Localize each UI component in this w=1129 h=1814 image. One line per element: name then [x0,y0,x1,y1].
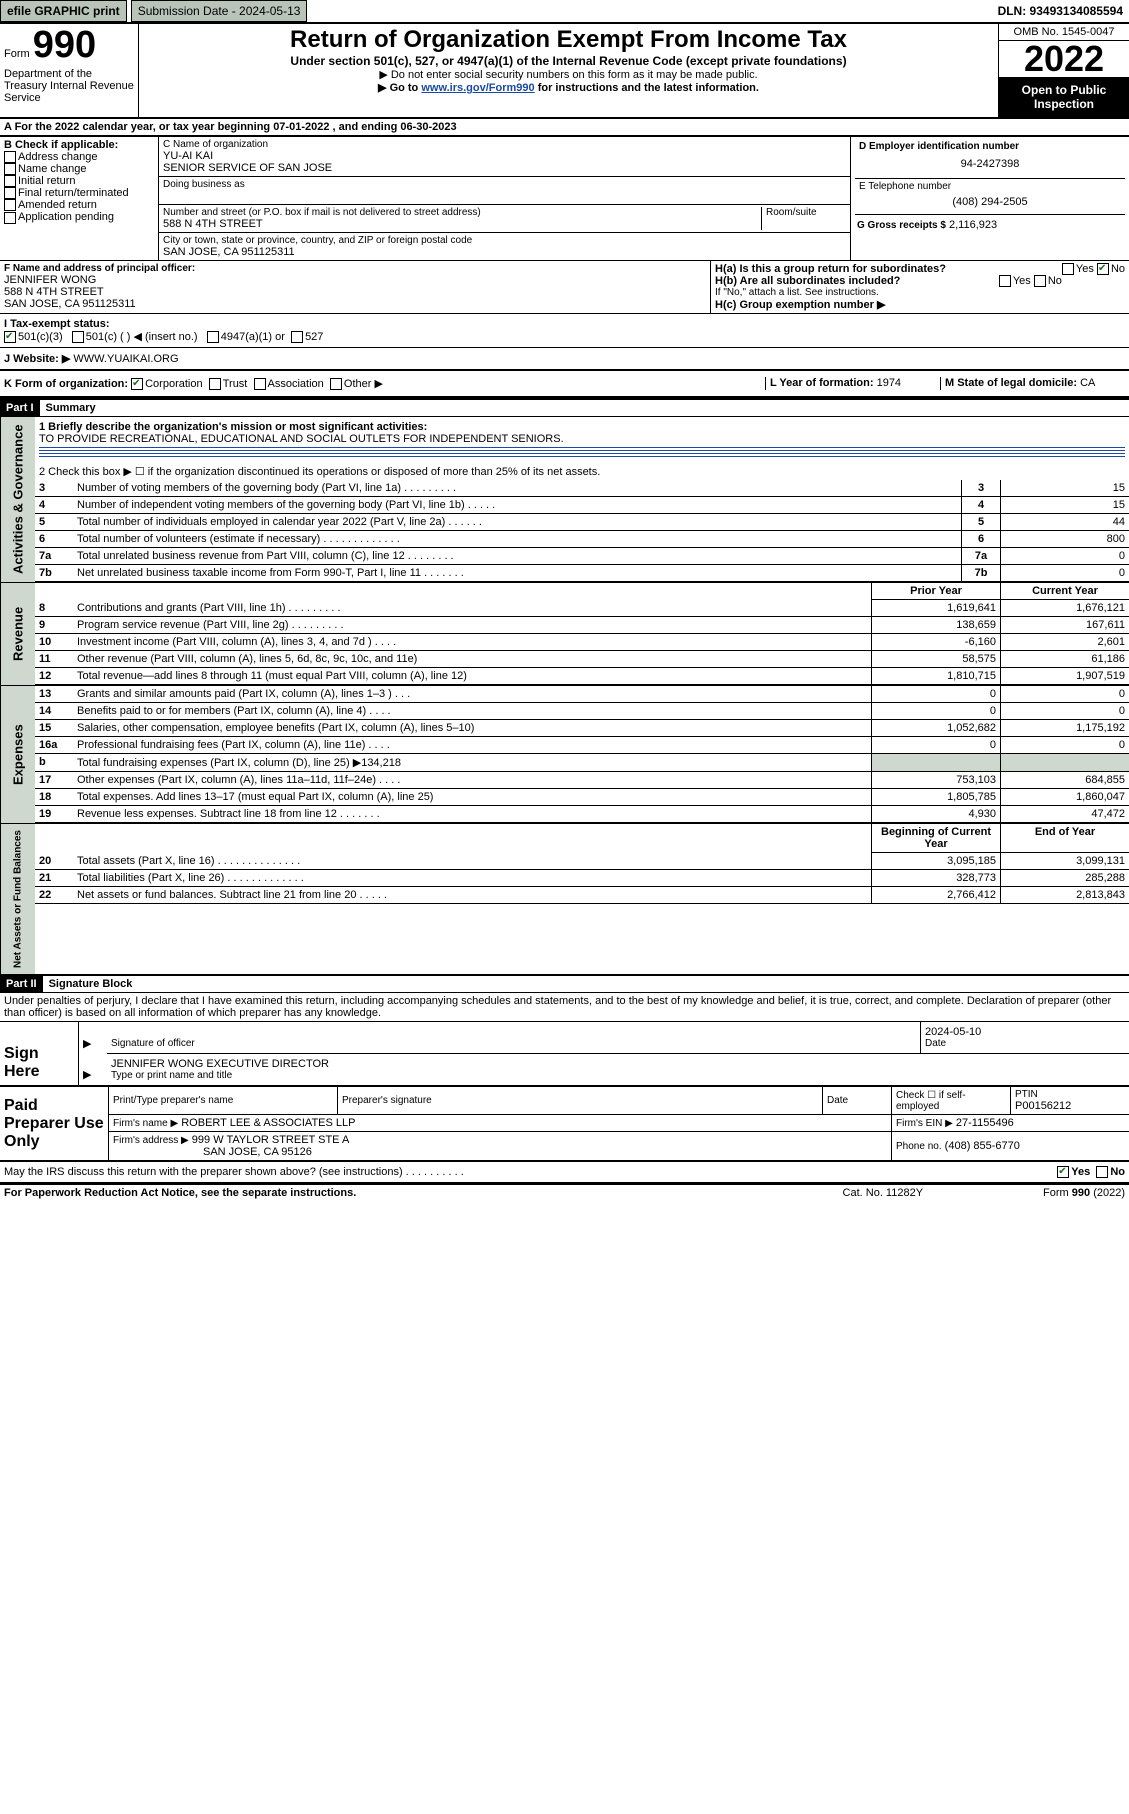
form-subtitle: Under section 501(c), 527, or 4947(a)(1)… [145,54,992,68]
sign-here: Sign Here [0,1022,79,1086]
check-initial[interactable] [4,175,16,187]
vtab-exp: Expenses [0,686,35,823]
website: WWW.YUAIKAI.ORG [73,353,178,365]
note-ssn: ▶ Do not enter social security numbers o… [145,68,992,81]
perjury-decl: Under penalties of perjury, I declare th… [0,993,1129,1022]
room-suite: Room/suite [762,207,846,230]
discuss-no[interactable] [1096,1166,1108,1178]
note-goto-pre: ▶ Go to [378,82,421,94]
check-corp[interactable] [131,378,143,390]
firm-addr1: 999 W TAYLOR STREET STE A [192,1134,350,1146]
box-e-label: E Telephone number [859,181,1121,192]
vtab-ag: Activities & Governance [0,417,35,582]
check-address[interactable] [4,151,16,163]
check-pending[interactable] [4,212,16,224]
part2-bar: Part II [0,976,43,992]
check-amended[interactable] [4,199,16,211]
form-number: 990 [33,24,96,66]
form-prefix: Form [4,48,30,60]
check-501c3[interactable] [4,331,16,343]
submission-date: Submission Date - 2024-05-13 [131,0,308,22]
dln: DLN: 93493134085594 [998,4,1129,18]
firm-phone: (408) 855-6770 [945,1140,1020,1152]
org-info-block: B Check if applicable: Address change Na… [0,136,1129,260]
dba-label: Doing business as [163,179,846,190]
part2-title: Signature Block [43,978,133,990]
firm-name: ROBERT LEE & ASSOCIATES LLP [181,1117,355,1129]
org-city: SAN JOSE, CA 951125311 [163,246,846,258]
form-header: Form 990 Department of the Treasury Inte… [0,24,1129,119]
open-public: Open to Public Inspection [999,77,1129,117]
part1-title: Summary [40,402,96,414]
org-address: 588 N 4TH STREET [163,218,757,230]
firm-ein: 27-1155496 [956,1117,1014,1129]
ag-table: 3Number of voting members of the governi… [35,480,1129,582]
officer-name: JENNIFER WONG [4,274,706,286]
h-b-note: If "No," attach a list. See instructions… [715,287,1125,298]
h-c: H(c) Group exemption number ▶ [715,298,1125,311]
vtab-na: Net Assets or Fund Balances [0,824,35,974]
part1-bar: Part I [0,400,40,416]
firm-addr2: SAN JOSE, CA 95126 [113,1146,312,1158]
exp-table: 13Grants and similar amounts paid (Part … [35,686,1129,823]
gross-receipts: 2,116,923 [949,219,997,231]
cat-no: Cat. No. 11282Y [843,1187,924,1199]
sig-date: 2024-05-10 [925,1026,1125,1038]
top-bar: efile GRAPHIC print Submission Date - 20… [0,0,1129,24]
box-d-label: D Employer identification number [859,141,1121,152]
officer-addr2: SAN JOSE, CA 951125311 [4,298,706,310]
irs-link[interactable]: www.irs.gov/Form990 [421,82,534,94]
org-name-1: YU-AI KAI [163,150,846,162]
box-b-title: B Check if applicable: [4,139,154,151]
check-final[interactable] [4,187,16,199]
note-goto-post: for instructions and the latest informat… [538,82,759,94]
sig-label: Signature of officer [111,1038,916,1049]
vtab-rev: Revenue [0,583,35,685]
box-g-label: G Gross receipts $ [857,220,946,231]
line1-label: 1 Briefly describe the organization's mi… [39,421,1125,433]
box-c-label: C Name of organization [163,139,846,150]
domicile: CA [1080,377,1095,389]
discuss-yes[interactable] [1057,1166,1069,1178]
row-a-period: A For the 2022 calendar year, or tax yea… [0,119,1129,136]
addr-label: Number and street (or P.O. box if mail i… [163,207,757,218]
row-i-label: I Tax-exempt status: [4,318,110,330]
officer-print: JENNIFER WONG EXECUTIVE DIRECTOR [111,1058,1125,1070]
ein: 94-2427398 [859,152,1121,176]
phone: (408) 294-2505 [859,192,1121,212]
paid-prep-title: Paid Preparer Use Only [0,1087,109,1161]
mission-text: TO PROVIDE RECREATIONAL, EDUCATIONAL AND… [39,433,1125,445]
discuss-q: May the IRS discuss this return with the… [4,1166,464,1178]
form-footer: Form 990 (2022) [1043,1187,1125,1199]
line2: 2 Check this box ▶ ☐ if the organization… [35,463,1129,480]
ha-no[interactable] [1097,263,1109,275]
ptin: P00156212 [1015,1100,1125,1112]
na-table: Beginning of Current Year End of Year 20… [35,824,1129,904]
row-k-label: K Form of organization: [4,378,128,390]
row-j-label: J Website: ▶ [4,353,70,365]
h-a: H(a) Is this a group return for subordin… [715,263,946,275]
tax-year: 2022 [999,41,1129,77]
org-name-2: SENIOR SERVICE OF SAN JOSE [163,162,846,174]
efile-label[interactable]: efile GRAPHIC print [0,0,127,22]
city-label: City or town, state or province, country… [163,235,846,246]
h-b: H(b) Are all subordinates included? [715,275,900,287]
rev-table: Prior Year Current Year 8Contributions a… [35,583,1129,685]
year-formation: 1974 [877,377,901,389]
dept-treasury: Department of the Treasury Internal Reve… [4,62,134,104]
box-f-label: F Name and address of principal officer: [4,263,706,274]
officer-addr1: 588 N 4TH STREET [4,286,706,298]
pra-notice: For Paperwork Reduction Act Notice, see … [4,1187,356,1199]
check-name[interactable] [4,163,16,175]
form-title: Return of Organization Exempt From Incom… [145,26,992,54]
